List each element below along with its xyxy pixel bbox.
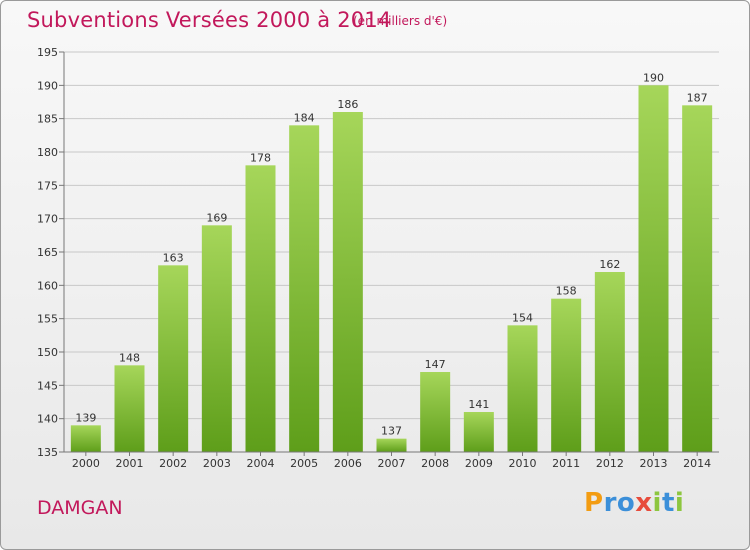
- y-tick-label: 185: [37, 113, 58, 126]
- data-label: 162: [599, 258, 620, 271]
- bar: [245, 165, 276, 453]
- logo-letter: i: [652, 488, 662, 518]
- x-tick-label: 2004: [247, 457, 275, 470]
- x-tick-label: 2008: [421, 457, 449, 470]
- data-label: 139: [75, 411, 96, 424]
- x-tick-label: 2002: [159, 457, 187, 470]
- bar: [594, 272, 625, 452]
- x-tick-label: 2005: [290, 457, 318, 470]
- y-tick-label: 135: [37, 446, 58, 459]
- y-tick-label: 165: [37, 246, 58, 259]
- x-tick-label: 2003: [203, 457, 231, 470]
- logo-letter: P: [584, 488, 604, 518]
- data-label: 169: [206, 211, 227, 224]
- data-label: 178: [250, 151, 271, 164]
- x-tick-label: 2013: [640, 457, 668, 470]
- commune-name: DAMGAN: [37, 497, 123, 519]
- bar: [158, 265, 189, 452]
- data-label: 141: [468, 398, 489, 411]
- y-tick-label: 160: [37, 279, 58, 292]
- x-tick-label: 2014: [683, 457, 711, 470]
- y-tick-label: 190: [37, 79, 58, 92]
- y-tick-label: 170: [37, 213, 58, 226]
- x-tick-label: 2001: [116, 457, 144, 470]
- logo-letter: t: [661, 488, 675, 518]
- y-tick-label: 150: [37, 346, 58, 359]
- y-tick-label: 175: [37, 179, 58, 192]
- bars: [70, 85, 713, 453]
- y-tick-label: 195: [37, 46, 58, 59]
- data-label: 187: [687, 91, 708, 104]
- logo-letter: r: [603, 488, 617, 518]
- chart-title: Subventions Versées 2000 à 2014: [27, 8, 392, 32]
- bar: [682, 105, 713, 452]
- chart-subtitle: (en milliers d'€): [353, 14, 448, 28]
- x-tick-label: 2010: [509, 457, 537, 470]
- logo-letter: o: [616, 488, 636, 518]
- axes: [63, 52, 719, 456]
- y-tick-label: 140: [37, 413, 58, 426]
- data-label: 184: [294, 111, 315, 124]
- x-tick-labels: 2000 2001 2002 2003 2004 2005 2006 2007 2008 2009…: [72, 457, 711, 470]
- y-tick-labels: 135 140 145 150 155 160 165 170 175 180 185 190 195: [37, 46, 58, 459]
- bar: [507, 325, 538, 452]
- bar: [638, 85, 669, 452]
- bar: [289, 125, 320, 452]
- x-tick-label: 2006: [334, 457, 362, 470]
- data-label: 158: [556, 285, 577, 298]
- bar: [420, 372, 451, 452]
- logo-letter: i: [674, 488, 685, 518]
- x-tick-label: 2009: [465, 457, 493, 470]
- x-tick-label: 2007: [378, 457, 406, 470]
- bar: [70, 425, 101, 452]
- proxiti-logo[interactable]: Proxiti: [584, 488, 684, 518]
- bar: [114, 365, 145, 452]
- x-tick-label: 2012: [596, 457, 624, 470]
- bar: [201, 225, 232, 452]
- x-tick-label: 2011: [552, 457, 580, 470]
- bar: [463, 412, 494, 452]
- y-tick-label: 155: [37, 313, 58, 326]
- y-tick-label: 180: [37, 146, 58, 159]
- y-tick-label: 145: [37, 379, 58, 392]
- data-label: 137: [381, 425, 402, 438]
- x-tick-label: 2000: [72, 457, 100, 470]
- data-label: 148: [119, 351, 140, 364]
- bar: [376, 438, 407, 452]
- logo-letter: x: [635, 488, 653, 518]
- bar: [551, 298, 582, 452]
- data-label: 190: [643, 71, 664, 84]
- data-label: 163: [163, 251, 184, 264]
- bar: [332, 112, 363, 452]
- data-label: 154: [512, 311, 533, 324]
- data-label: 186: [337, 98, 358, 111]
- data-labels: 139 148 163 169 178 184 186 137 147 141 154 158 162 1…: [75, 71, 707, 437]
- data-label: 147: [425, 358, 446, 371]
